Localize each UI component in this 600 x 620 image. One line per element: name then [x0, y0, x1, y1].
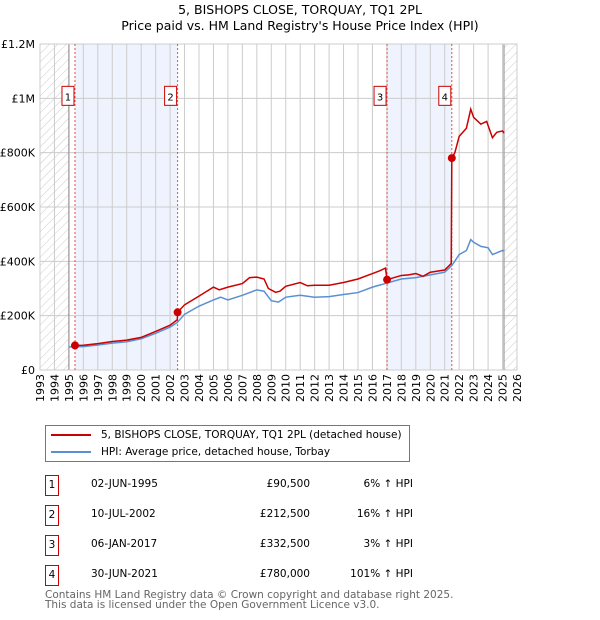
sale-date: 30-JUN-2021	[91, 568, 158, 580]
legend-item-hpi: HPI: Average price, detached house, Torb…	[51, 446, 330, 458]
footer-line: This data is licensed under the Open Gov…	[45, 599, 380, 611]
y-tick-label: £0	[21, 364, 35, 377]
sale-row: 1 02-JUN-1995 £90,500 6% ↑ HPI	[45, 475, 445, 496]
sale-badge: 2	[45, 505, 59, 526]
x-tick-label: 2012	[309, 374, 322, 402]
x-tick-label: 1995	[63, 374, 76, 402]
sale-label-box	[164, 85, 178, 106]
sale-row: 2 10-JUL-2002 £212,500 16% ↑ HPI	[45, 505, 445, 526]
sale-price: £780,000	[259, 568, 310, 580]
y-tick-label: £200K	[0, 310, 36, 323]
title: 5, BISHOPS CLOSE, TORQUAY, TQ1 2PL	[178, 2, 422, 17]
sale-date: 10-JUL-2002	[91, 508, 156, 520]
subtitle: Price paid vs. HM Land Registry's House …	[121, 18, 479, 33]
sale-point	[383, 275, 392, 284]
sale-label-box	[438, 85, 452, 106]
sale-badge: 4	[45, 565, 59, 586]
x-tick-label: 2007	[236, 374, 249, 402]
x-tick-label: 2019	[410, 374, 423, 402]
sale-hpi-diff: 16% ↑ HPI	[356, 508, 413, 520]
y-tick-label: £1M	[12, 92, 36, 105]
x-tick-label: 2002	[164, 374, 177, 402]
legend-label: HPI: Average price, detached house, Torb…	[101, 446, 331, 458]
y-tick-label: £600K	[0, 201, 36, 214]
x-tick-label: 2010	[280, 374, 293, 402]
sale-point	[173, 308, 182, 317]
sale-point	[447, 154, 456, 163]
sale-point	[70, 341, 79, 350]
sale-price: £212,500	[259, 508, 310, 520]
x-tick-label: 1999	[121, 374, 134, 402]
blue-line-swatch	[51, 451, 91, 453]
x-tick-label: 2025	[497, 374, 510, 402]
x-tick-label: 1998	[106, 374, 119, 402]
y-tick-label: £800K	[0, 147, 36, 160]
x-tick-label: 1997	[92, 374, 105, 402]
sale-row: 4 30-JUN-2021 £780,000 101% ↑ HPI	[45, 565, 445, 586]
legend: 5, BISHOPS CLOSE, TORQUAY, TQ1 2PL (deta…	[45, 425, 410, 462]
x-tick-label: 2023	[468, 374, 481, 402]
plot-border	[39, 43, 518, 371]
sale-label-box	[61, 85, 75, 106]
sale-date: 06-JAN-2017	[91, 538, 158, 550]
sale-date: 02-JUN-1995	[91, 478, 158, 490]
x-tick-label: 1996	[77, 374, 90, 402]
x-tick-label: 2024	[482, 374, 495, 402]
footer-line: Contains HM Land Registry data © Crown c…	[45, 589, 454, 601]
sale-label: 1	[65, 92, 71, 103]
sale-badge: 3	[45, 535, 59, 556]
legend-item-property: 5, BISHOPS CLOSE, TORQUAY, TQ1 2PL (deta…	[51, 429, 402, 441]
sale-hpi-diff: 101% ↑ HPI	[350, 568, 413, 580]
sale-label: 3	[377, 92, 383, 103]
sale-badge: 1	[45, 475, 59, 496]
x-tick-label: 2003	[179, 374, 192, 402]
x-tick-label: 2017	[381, 374, 394, 402]
x-tick-label: 2015	[352, 374, 365, 402]
x-tick-label: 2021	[439, 374, 452, 402]
x-tick-label: 2013	[323, 374, 336, 402]
x-tick-label: 1994	[48, 374, 61, 402]
y-tick-label: £400K	[0, 255, 36, 268]
x-tick-label: 2016	[366, 374, 379, 402]
sale-hpi-diff: 3% ↑ HPI	[363, 538, 413, 550]
x-tick-label: 2000	[135, 374, 148, 402]
sale-label-box	[373, 85, 387, 106]
sale-label: 2	[167, 92, 173, 103]
price-chart: 1993 1994 1995 1996 1997 1998 1999 2000 2001 2002…	[0, 38, 524, 402]
x-tick-label: 2026	[511, 374, 524, 402]
footer: Contains HM Land Registry data © Crown c…	[45, 589, 454, 611]
legend-label: 5, BISHOPS CLOSE, TORQUAY, TQ1 2PL (deta…	[101, 429, 402, 441]
sale-hpi-diff: 6% ↑ HPI	[363, 478, 413, 490]
x-tick-label: 2014	[338, 374, 351, 402]
y-tick-label: £1.2M	[1, 38, 35, 51]
x-tick-label: 2004	[193, 374, 206, 402]
x-tick-label: 2022	[453, 374, 466, 402]
sale-price: £90,500	[266, 478, 310, 490]
chart-title: 5, BISHOPS CLOSE, TORQUAY, TQ1 2PL Price…	[0, 2, 600, 34]
x-tick-label: 2009	[265, 374, 278, 402]
x-tick-label: 2006	[222, 374, 235, 402]
x-tick-label: 2020	[424, 374, 437, 402]
hpi-line	[68, 238, 505, 348]
x-tick-label: 2008	[251, 374, 264, 402]
sale-price: £332,500	[259, 538, 310, 550]
sale-label: 4	[442, 92, 448, 103]
x-tick-label: 2011	[294, 374, 307, 402]
red-line-swatch	[51, 434, 91, 436]
x-tick-label: 2018	[395, 374, 408, 402]
sale-row: 3 06-JAN-2017 £332,500 3% ↑ HPI	[45, 535, 445, 556]
x-tick-label: 2001	[150, 374, 163, 402]
x-tick-label: 2005	[207, 374, 220, 402]
x-tick-label: 1993	[34, 374, 47, 402]
